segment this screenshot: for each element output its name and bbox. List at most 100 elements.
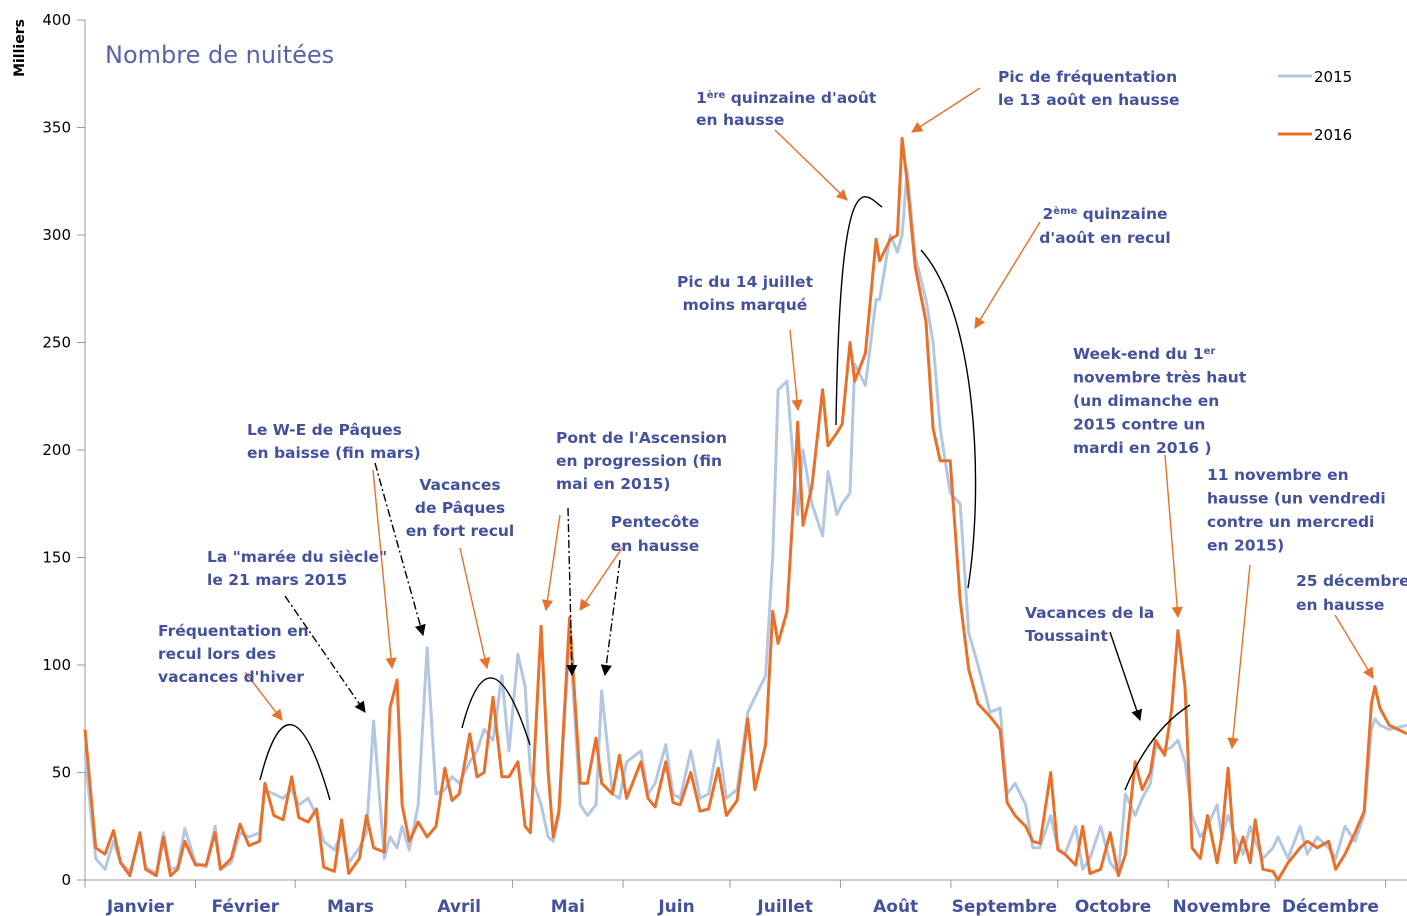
month-label: Avril [437,897,481,916]
y-tick-label: 200 [42,441,71,459]
annotation-text: en 2015) [1207,537,1284,555]
annotation-text: d'août en recul [1039,229,1170,247]
superscript: er [1204,346,1216,357]
annotation-arrows [244,87,1374,801]
axes: 0 50 100 150 200 250 300 350 400 Janvier Février Ma… [42,11,1407,916]
annotation-line: mardi en 2016 ) [1073,439,1212,457]
annotation-line: contre un mercredi [1207,513,1374,531]
annotation-text: de Pâques [415,499,505,517]
annotation-text: 1 [696,89,707,107]
annotation-text: en hausse [696,111,784,129]
y-tick-label: 250 [42,334,71,352]
month-label: Juillet [756,897,813,916]
month-label: Septembre [952,897,1057,916]
annotation-text: Pic de fréquentation [998,68,1177,86]
annotation-text: en hausse [1296,596,1384,614]
annotation-text: Fréquentation en [158,622,309,640]
month-label: Juin [657,897,694,916]
month-label: Janvier [106,897,174,916]
annotation-line: Vacances [419,476,500,494]
month-label: Mars [327,897,374,916]
annotation-text: (un dimanche en [1073,392,1219,410]
annotation-text: novembre très haut [1073,369,1247,387]
legend: 2015 2016 [1278,68,1352,144]
annotation-text: le 21 mars 2015 [207,571,347,589]
annotation-text: en progression (fin [556,452,722,470]
annotations: Fréquentation en recul lors des vacances d… [158,68,1407,686]
annotation-text: Le W-E de Pâques [247,421,402,439]
y-tick-label: 50 [52,764,71,782]
annotation-text: 11 novembre en [1207,466,1349,484]
superscript: ère [707,89,726,101]
annotation-text: Pont de l'Ascension [556,429,727,447]
annotation-text: moins marqué [683,296,808,314]
annotation-line: en fort recul [406,522,514,540]
annotation-line: Vacances de la [1025,604,1154,622]
annotation-line: en progression (fin [556,452,722,470]
annotation-text: en fort recul [406,522,514,540]
month-label: Août [873,897,918,916]
annotation-line: recul lors des [158,645,276,663]
annotation-line: 1ère quinzaine d'août [696,89,877,107]
annotation-line: hausse (un vendredi [1207,490,1386,508]
annotation-line: mai en 2015) [556,475,671,493]
annotation-text: en baisse (fin mars) [247,444,421,462]
annotation-text: Vacances de la [1025,604,1154,622]
annotation-line: Toussaint [1025,627,1108,645]
legend-label: 2015 [1314,68,1352,86]
annotation-line: vacances d'hiver [158,668,304,686]
y-tick-label: 350 [42,119,71,137]
annotation-line: Pont de l'Ascension [556,429,727,447]
annotation-line: La "marée du siècle" [207,548,387,566]
y-tick-label: 300 [42,226,71,244]
month-label: Novembre [1173,897,1271,916]
y-tick-label: 100 [42,656,71,674]
annotation-text: Toussaint [1025,627,1108,645]
y-axis-label: Milliers [12,19,28,77]
annotation-line: de Pâques [415,499,505,517]
annotation-text: Pic du 14 juillet [677,273,814,291]
annotation-text: en hausse [611,537,699,555]
legend-label: 2016 [1314,126,1352,144]
annotation-line: en hausse [696,111,784,129]
annotation-line: en 2015) [1207,537,1284,555]
annotation-text: mardi en 2016 ) [1073,439,1212,457]
orange-arrows [244,87,1374,750]
month-label: Mai [551,897,585,916]
chart-title: Nombre de nuitées [105,41,334,69]
annotation-line: en hausse [611,537,699,555]
lines [83,136,1407,882]
annotation-text: 2015 contre un [1073,416,1205,434]
y-tick-label: 400 [42,11,71,29]
annotation-line: Fréquentation en [158,622,309,640]
curves [259,196,1191,801]
dashed-arrows [284,462,621,713]
annotation-line: d'août en recul [1039,229,1170,247]
annotation-line: Le W-E de Pâques [247,421,402,439]
annotation-line: 11 novembre en [1207,466,1349,484]
annotation-text: mai en 2015) [556,475,671,493]
annotation-line: Pentecôte [611,513,700,531]
annotation-line: 25 décembre [1296,572,1407,590]
superscript: ème [1053,205,1077,217]
annotation-line: en hausse [1296,596,1384,614]
month-label: Décembre [1282,897,1379,916]
annotation-line: Week-end du 1er [1073,345,1215,363]
series-line [83,136,1407,882]
annotation-text: La "marée du siècle" [207,548,387,566]
annotation-line: en baisse (fin mars) [247,444,421,462]
annotation-line: 2ème quinzaine [1043,205,1168,223]
annotation-text: le 13 août en hausse [998,91,1180,109]
annotation-line: 2015 contre un [1073,416,1205,434]
annotation-line: novembre très haut [1073,369,1247,387]
y-tick-label: 0 [61,871,71,889]
annotation-text: recul lors des [158,645,276,663]
annotation-text: quinzaine [1077,205,1167,223]
month-label: Février [212,897,280,916]
annotation-line: moins marqué [683,296,808,314]
annotation-line: (un dimanche en [1073,392,1219,410]
annotation-text: Week-end du 1 [1073,345,1204,363]
annotation-text: hausse (un vendredi [1207,490,1386,508]
annotation-text: 25 décembre [1296,572,1407,590]
